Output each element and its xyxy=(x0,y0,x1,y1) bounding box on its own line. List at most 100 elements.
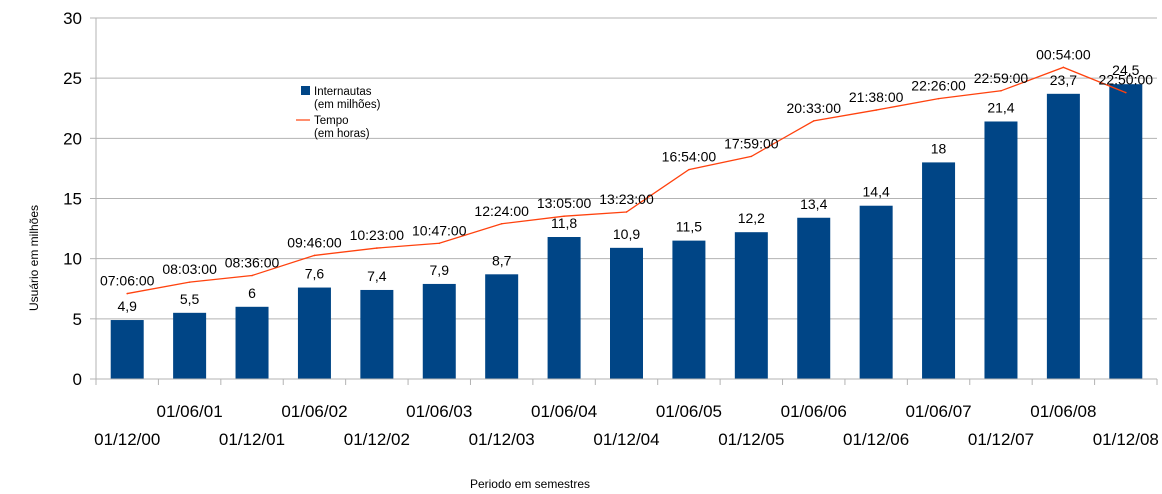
line-point xyxy=(750,155,753,158)
x-tick-label: 01/06/08 xyxy=(1030,402,1096,421)
x-axis-title: Periodo em semestres xyxy=(470,477,590,491)
line-point xyxy=(1124,91,1127,94)
bar xyxy=(610,247,643,379)
y-tick-label-0: 0 xyxy=(73,370,82,389)
line-point xyxy=(1000,90,1002,92)
line-point xyxy=(563,215,565,217)
x-tick-label: 01/06/02 xyxy=(281,402,347,421)
bar-value-label: 12,2 xyxy=(738,210,765,226)
bar-value-label: 8,7 xyxy=(492,252,512,268)
x-tick-label: 01/12/06 xyxy=(843,430,909,449)
line-point xyxy=(812,120,815,122)
line-value-label: 08:36:00 xyxy=(225,255,280,271)
line-value-label: 22:59:00 xyxy=(974,70,1029,86)
x-tick-label: 01/12/08 xyxy=(1093,430,1159,449)
legend-swatch-internautas xyxy=(301,86,310,95)
line-value-label: 00:54:00 xyxy=(1036,46,1091,62)
bar xyxy=(922,162,956,379)
y-tick-label-10: 10 xyxy=(63,250,82,269)
line-point xyxy=(376,247,378,249)
line-point xyxy=(937,97,940,100)
bar-value-label: 6 xyxy=(248,285,256,301)
line-value-label: 22:26:00 xyxy=(911,78,966,94)
bar xyxy=(672,240,706,379)
line-point xyxy=(188,281,191,283)
line-point xyxy=(251,274,253,277)
bar-value-label: 7,9 xyxy=(430,262,450,278)
legend-label-internautas-2: (em milhões) xyxy=(314,99,381,111)
line-value-label: 22:50:00 xyxy=(1099,72,1154,88)
bar xyxy=(485,274,519,379)
bar-value-label: 18 xyxy=(931,140,947,156)
line-point xyxy=(313,254,316,257)
bar-value-label: 13,4 xyxy=(800,196,827,212)
line-value-label: 10:47:00 xyxy=(412,222,467,238)
bar xyxy=(422,283,456,379)
x-tick-label: 01/12/00 xyxy=(94,430,160,449)
line-value-label: 20:33:00 xyxy=(786,100,841,116)
x-tick-label: 01/06/06 xyxy=(781,402,847,421)
bar-value-label: 11,8 xyxy=(551,215,577,231)
x-tick-label: 01/12/02 xyxy=(344,430,410,449)
x-tick-label: 01/12/03 xyxy=(469,430,535,449)
x-tick-label: 01/06/07 xyxy=(905,402,971,421)
line-value-label: 13:05:00 xyxy=(537,195,592,211)
bar xyxy=(984,121,1018,379)
legend-label-tempo-1: Tempo xyxy=(314,115,349,127)
bar-value-label: 5,5 xyxy=(180,291,200,307)
x-tick-label: 01/12/07 xyxy=(968,430,1034,449)
y-tick-label-15: 15 xyxy=(63,190,82,209)
x-tick-label: 01/12/04 xyxy=(593,430,659,449)
bar xyxy=(734,232,768,379)
y-tick-label-5: 5 xyxy=(73,310,82,329)
line-value-label: 21:38:00 xyxy=(849,89,904,105)
y-tick-label-30: 30 xyxy=(63,9,82,28)
bar xyxy=(547,237,581,379)
bar-value-label: 21,4 xyxy=(987,99,1014,115)
x-tick-label: 01/06/01 xyxy=(157,402,223,421)
legend-label-tempo-2: (em horas) xyxy=(314,128,370,140)
y-tick-label-25: 25 xyxy=(63,69,82,88)
line-point xyxy=(625,211,628,213)
bar-series xyxy=(110,84,1143,379)
bar-value-label: 14,4 xyxy=(863,184,890,200)
bar xyxy=(1109,84,1143,379)
x-tick-label: 01/12/01 xyxy=(219,430,285,449)
x-tick-label: 01/06/04 xyxy=(531,402,597,421)
bar xyxy=(173,312,207,379)
bar-value-label: 23,7 xyxy=(1050,72,1077,88)
line-point xyxy=(1062,66,1065,69)
bar xyxy=(297,287,331,379)
line-point xyxy=(688,168,690,171)
bar xyxy=(110,320,144,379)
x-tick-label: 01/06/03 xyxy=(406,402,472,421)
y-tick-label-20: 20 xyxy=(63,129,82,148)
line-value-label: 09:46:00 xyxy=(287,234,342,250)
line-value-label: 16:54:00 xyxy=(662,149,717,165)
legend: Internautas (em milhões) Tempo (em horas… xyxy=(296,86,381,140)
line-series xyxy=(126,66,1127,295)
bar-value-label: 11,5 xyxy=(676,219,702,235)
line-value-label: 12:24:00 xyxy=(474,203,529,219)
line-point xyxy=(875,109,877,111)
bar-value-label: 7,6 xyxy=(305,266,325,282)
bar-value-label: 24,5 xyxy=(1112,62,1139,78)
data-labels: 4,9 5,5 6 7,6 7,4 7,9 8,7 11,8 10,9 11,5 12,2 13,4 1… xyxy=(100,46,1153,314)
bar xyxy=(235,306,269,379)
line-value-label: 08:03:00 xyxy=(162,261,217,277)
line-value-label: 17:59:00 xyxy=(724,135,779,151)
line-value-label: 13:23:00 xyxy=(599,191,654,207)
tick-labels: 0 5 10 15 20 25 30 01/12/00 01/06/01 01/12/01 01/0… xyxy=(63,9,1159,449)
bar-value-label: 10,9 xyxy=(613,226,640,242)
bar-value-label: 4,9 xyxy=(117,298,137,314)
bar-value-label: 7,4 xyxy=(367,268,387,284)
bar xyxy=(859,205,893,379)
line-point xyxy=(126,292,129,295)
line-point xyxy=(438,242,441,245)
x-tick-label: 01/06/05 xyxy=(656,402,722,421)
axes xyxy=(90,17,1158,385)
line-value-label: 10:23:00 xyxy=(350,227,405,243)
y-axis-title: Usuário em milhões xyxy=(27,205,41,311)
x-tick-label: 01/12/05 xyxy=(718,430,784,449)
